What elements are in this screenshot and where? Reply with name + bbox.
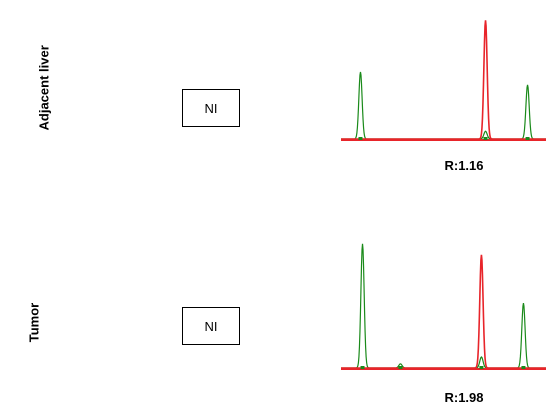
peak-marker bbox=[483, 137, 488, 140]
row-label-adjacent-liver: Adjacent liver bbox=[37, 45, 52, 130]
trace-series-green bbox=[341, 243, 546, 369]
trace-series-green bbox=[341, 71, 546, 140]
peak-marker bbox=[525, 137, 530, 140]
trace-series-red bbox=[341, 20, 546, 140]
peak-marker bbox=[358, 137, 363, 140]
ni-box-text: NI bbox=[204, 100, 218, 116]
ni-box-adjacent-liver: NI bbox=[182, 89, 240, 127]
electropherogram-adjacent-liver bbox=[341, 20, 546, 141]
peak-marker bbox=[398, 366, 403, 369]
ni-box-text: NI bbox=[204, 318, 218, 334]
ratio-adjacent-liver: R:1.16 bbox=[444, 158, 484, 173]
peak-marker bbox=[479, 366, 484, 369]
electropherogram-tumor bbox=[341, 243, 546, 370]
ni-box-tumor: NI bbox=[182, 307, 240, 345]
trace-series-red bbox=[341, 254, 546, 369]
row-label-tumor: Tumor bbox=[26, 293, 42, 353]
peak-marker bbox=[521, 366, 526, 369]
peak-marker bbox=[360, 366, 365, 369]
row-label-text: Adjacent liver bbox=[36, 45, 52, 131]
ratio-tumor: R:1.98 bbox=[444, 390, 484, 405]
row-label-text: Tumor bbox=[26, 302, 42, 343]
